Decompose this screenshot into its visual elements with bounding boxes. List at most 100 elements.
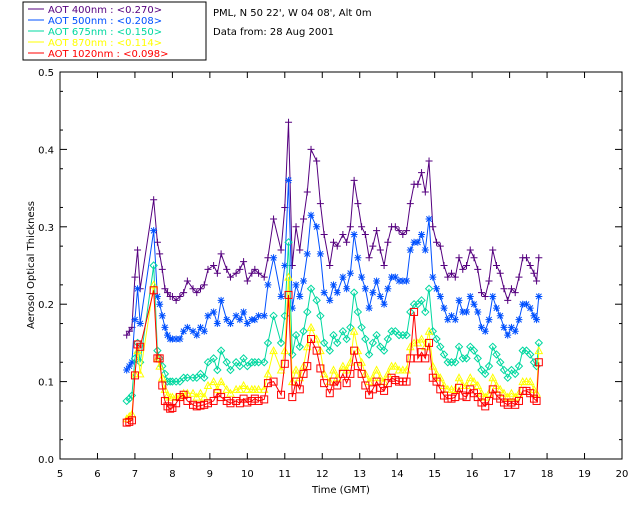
- data-point: [361, 334, 370, 344]
- series-layer: [122, 118, 544, 427]
- data-point: [180, 327, 188, 335]
- data-point: [346, 269, 354, 277]
- data-point: [197, 323, 204, 331]
- data-point: [306, 284, 316, 293]
- data-point: [529, 394, 538, 403]
- data-point: [515, 316, 523, 324]
- data-point: [127, 391, 137, 400]
- data-point: [343, 285, 351, 293]
- data-point: [511, 327, 519, 335]
- data-point: [503, 373, 512, 382]
- data-point: [155, 354, 164, 363]
- data-point: [243, 320, 251, 328]
- data-point: [530, 269, 538, 277]
- data-point: [168, 335, 176, 343]
- data-point: [292, 377, 301, 386]
- data-point: [444, 273, 452, 281]
- data-point: [217, 296, 225, 304]
- data-point: [511, 289, 519, 297]
- data-point: [451, 316, 459, 324]
- data-point: [183, 323, 191, 331]
- data-point: [414, 238, 422, 246]
- data-point: [343, 238, 351, 246]
- data-point: [276, 365, 286, 374]
- data-point: [128, 358, 136, 366]
- data-point: [222, 358, 231, 367]
- data-point: [361, 285, 369, 293]
- data-point: [376, 292, 384, 300]
- data-point: [395, 277, 403, 285]
- data-point: [303, 250, 311, 258]
- data-point: [535, 254, 543, 262]
- legend-label: AOT 870nm : <0.114>: [48, 38, 162, 49]
- x-tick-label: 5: [57, 469, 63, 480]
- data-point: [226, 320, 234, 328]
- data-point: [436, 342, 445, 351]
- legend: AOT 400nm : <0.270>AOT 500nm : <0.208>AO…: [28, 5, 168, 60]
- data-point: [329, 365, 338, 374]
- data-point: [239, 380, 248, 389]
- data-point: [488, 373, 498, 382]
- data-point: [403, 227, 411, 235]
- data-point: [433, 285, 441, 293]
- data-point: [213, 384, 222, 393]
- data-point: [171, 377, 181, 386]
- data-point: [130, 371, 139, 380]
- data-point: [263, 338, 273, 348]
- data-point: [417, 296, 426, 305]
- data-point: [189, 327, 197, 335]
- data-point: [533, 316, 541, 324]
- data-point: [372, 365, 381, 374]
- data-point: [153, 292, 161, 300]
- data-point: [417, 334, 426, 343]
- data-point: [320, 289, 328, 297]
- data-point: [333, 381, 342, 390]
- data-point: [463, 308, 471, 316]
- data-point: [330, 281, 338, 289]
- data-point: [425, 157, 433, 165]
- data-point: [288, 262, 296, 269]
- data-point: [263, 379, 272, 388]
- data-point: [388, 273, 396, 281]
- data-point: [316, 364, 325, 373]
- data-point: [346, 369, 355, 378]
- plot-frame: [59, 71, 623, 460]
- data-point: [465, 373, 475, 382]
- data-point: [338, 361, 348, 370]
- data-point: [478, 323, 485, 331]
- data-point: [153, 238, 161, 246]
- data-point: [432, 377, 441, 386]
- data-point: [391, 223, 399, 231]
- data-point: [155, 361, 164, 370]
- data-point: [368, 338, 378, 348]
- data-point: [235, 361, 245, 371]
- data-point: [296, 292, 304, 300]
- data-point: [354, 200, 362, 208]
- data-point: [255, 269, 263, 277]
- x-tick-label: 6: [94, 469, 100, 480]
- data-point: [358, 273, 366, 281]
- data-point: [131, 273, 139, 281]
- data-point: [530, 312, 538, 320]
- data-point: [469, 377, 479, 386]
- data-point: [123, 331, 131, 339]
- data-point: [158, 265, 166, 273]
- data-point: [251, 316, 259, 324]
- series-4: [122, 286, 543, 427]
- data-point: [448, 269, 456, 277]
- data-point: [203, 399, 212, 408]
- data-point: [134, 246, 142, 254]
- data-point: [394, 330, 404, 340]
- data-point: [448, 312, 456, 320]
- data-point: [485, 277, 493, 285]
- axis-ticks: 5 6 7 8 9 10 11 12 13 14 15 16 17 18 19 20 0.0 0.1 0.2 0.3 0…: [38, 68, 628, 480]
- data-point: [188, 373, 198, 382]
- data-point: [481, 369, 490, 379]
- data-point: [384, 285, 392, 293]
- data-point: [300, 277, 308, 285]
- y-tick-label: 0.0: [38, 455, 54, 466]
- data-point: [463, 262, 471, 269]
- data-point: [149, 286, 158, 295]
- data-point: [519, 300, 527, 308]
- data-point: [263, 369, 273, 378]
